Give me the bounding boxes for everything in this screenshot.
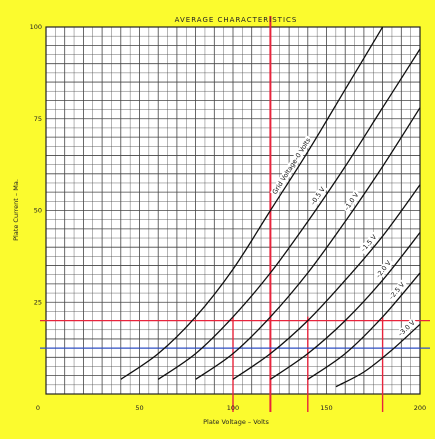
x-tick-label: 150 — [320, 404, 332, 412]
curve-label-bg — [395, 317, 418, 339]
curve-label-bg — [386, 279, 408, 303]
x-tick-label: 100 — [227, 404, 239, 412]
curve-label-bg — [373, 257, 394, 281]
y-axis-label: Plate Current – Ma. — [12, 179, 20, 241]
grid — [45, 26, 421, 395]
curve-line — [157, 48, 421, 380]
curve-line — [270, 232, 421, 380]
x-axis-label: Plate Voltage – Volts — [203, 418, 269, 426]
curve-line — [120, 26, 384, 380]
chart-title: AVERAGE CHARACTERISTICS — [175, 16, 298, 24]
curve-line — [232, 184, 421, 380]
curves — [120, 26, 421, 388]
curve-label-bg — [341, 189, 362, 214]
x-tick-label: 200 — [414, 404, 426, 412]
x-tick-label: 0 — [36, 404, 40, 412]
tick-labels: 0 50 100 150 200 100 75 50 25 — [30, 23, 427, 412]
y-tick-label: 75 — [34, 115, 42, 123]
curve-label-bg — [358, 231, 380, 255]
curve-line — [195, 107, 421, 380]
curve-label-bg — [270, 135, 314, 197]
y-tick-label: 100 — [30, 23, 42, 31]
y-tick-label: 25 — [34, 298, 42, 306]
curve-label-bg — [308, 184, 328, 208]
reference-lines — [40, 16, 430, 412]
curve-line — [335, 323, 421, 388]
y-tick-label: 50 — [34, 207, 42, 215]
x-tick-label: 50 — [135, 404, 143, 412]
curve-line — [307, 272, 421, 380]
